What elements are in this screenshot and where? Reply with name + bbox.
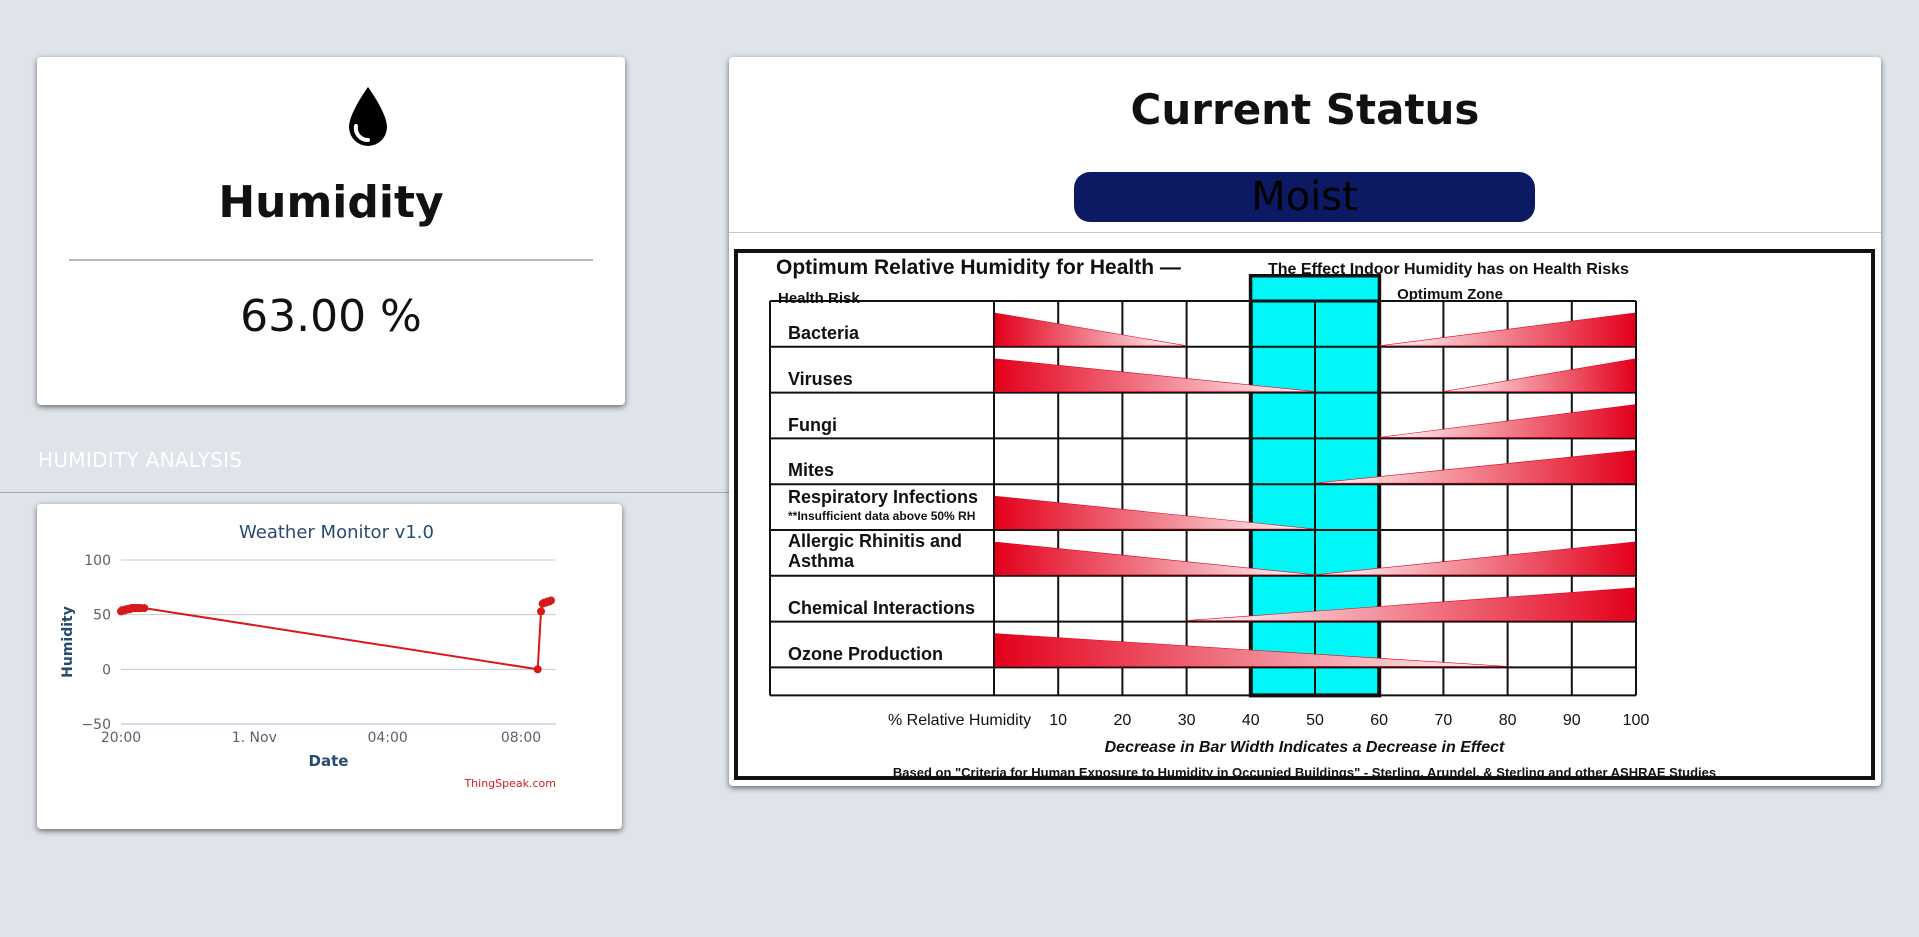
optimum-zone-header — [1249, 274, 1381, 303]
graphic-caption: Decrease in Bar Width Indicates a Decrea… — [1104, 739, 1505, 756]
risk-label: Chemical Interactions — [788, 597, 976, 618]
chart-credit[interactable]: ThingSpeak.com — [463, 777, 556, 790]
risk-bar-high — [1314, 541, 1636, 576]
graphic-source: Based on "Criteria for Human Exposure to… — [892, 765, 1717, 780]
risk-bar-high — [1314, 450, 1636, 484]
x-tick-label: 100 — [1622, 712, 1650, 729]
section-title: HUMIDITY ANALYSIS — [38, 448, 243, 472]
series-line — [120, 599, 552, 671]
risk-bar-low — [994, 495, 1316, 530]
risk-label: Mites — [788, 460, 835, 481]
risk-bar-low — [994, 633, 1508, 667]
risk-bar-high — [1443, 358, 1636, 392]
divider — [69, 259, 593, 261]
x-tick-label: 90 — [1562, 712, 1581, 729]
optimum-zone-label: Optimum Zone — [1397, 286, 1503, 303]
x-tick-label: 70 — [1434, 712, 1453, 729]
risk-bar-low — [994, 358, 1316, 392]
x-tick-label: 40 — [1241, 712, 1260, 729]
x-tick-label: 10 — [1049, 712, 1068, 729]
x-tick-label: 04:00 — [367, 730, 407, 746]
health-risk-grid — [769, 274, 1637, 698]
humidity-value: 63.00 % — [240, 291, 422, 342]
graphic-title: Optimum Relative Humidity for Health — — [776, 256, 1181, 279]
humidity-health-graphic: Optimum Relative Humidity for Health — T… — [734, 249, 1875, 780]
data-point[interactable] — [537, 607, 545, 616]
status-card: Current Status Moist Optimum Relative Hu… — [729, 57, 1881, 786]
humidity-card: Humidity 63.00 % — [37, 57, 625, 405]
y-axis-label: Humidity — [60, 606, 76, 678]
x-tick-label: 30 — [1177, 712, 1196, 729]
chart-title: Weather Monitor v1.0 — [239, 522, 434, 543]
risk-note: **Insufficient data above 50% RH — [788, 509, 976, 524]
risk-label: Bacteria — [788, 323, 860, 343]
water-drop-icon — [349, 87, 387, 146]
risk-bar-high — [1186, 587, 1636, 621]
risk-label: Allergic Rhinitis and Asthma — [788, 531, 963, 571]
x-tick-label: 1. Nov — [232, 730, 277, 746]
risk-label: Ozone Production — [788, 643, 943, 664]
health-risk-header: Health Risk — [778, 290, 860, 307]
y-tick-label: −50 — [81, 717, 111, 733]
status-badge: Moist — [1074, 172, 1535, 222]
x-tick-label: 80 — [1498, 712, 1517, 729]
x-tick-label: 20 — [1113, 712, 1132, 729]
x-tick-label: 20:00 — [101, 730, 141, 746]
risk-bar-high — [1379, 312, 1636, 347]
section-divider — [0, 492, 730, 493]
risk-bar-high — [1379, 404, 1636, 438]
data-point[interactable] — [533, 665, 542, 674]
risk-bar-low — [994, 312, 1187, 347]
x-tick-label: 08:00 — [501, 730, 541, 746]
y-tick-label: 0 — [102, 662, 111, 678]
y-tick-label: 100 — [84, 553, 111, 569]
x-tick-label: 60 — [1370, 712, 1389, 729]
risk-label: Respiratory Infections — [788, 487, 979, 508]
data-point[interactable] — [547, 596, 555, 605]
risk-label: Fungi — [788, 414, 837, 435]
graphic-subtitle: The Effect Indoor Humidity has on Health… — [1268, 261, 1629, 278]
risk-bar-low — [994, 541, 1316, 576]
x-axis-label: Date — [309, 752, 349, 770]
data-point[interactable] — [140, 604, 149, 613]
x-axis-label: % Relative Humidity — [888, 712, 1032, 729]
y-tick-label: 50 — [93, 608, 111, 624]
humidity-chart-card: Weather Monitor v1.0 100 50 0 −50 20:00 1. Nov… — [37, 504, 622, 829]
x-tick-label: 50 — [1306, 712, 1324, 729]
risk-label: Viruses — [788, 368, 853, 389]
humidity-title: Humidity — [218, 177, 444, 228]
divider — [729, 232, 1881, 233]
status-title: Current Status — [1130, 85, 1480, 134]
